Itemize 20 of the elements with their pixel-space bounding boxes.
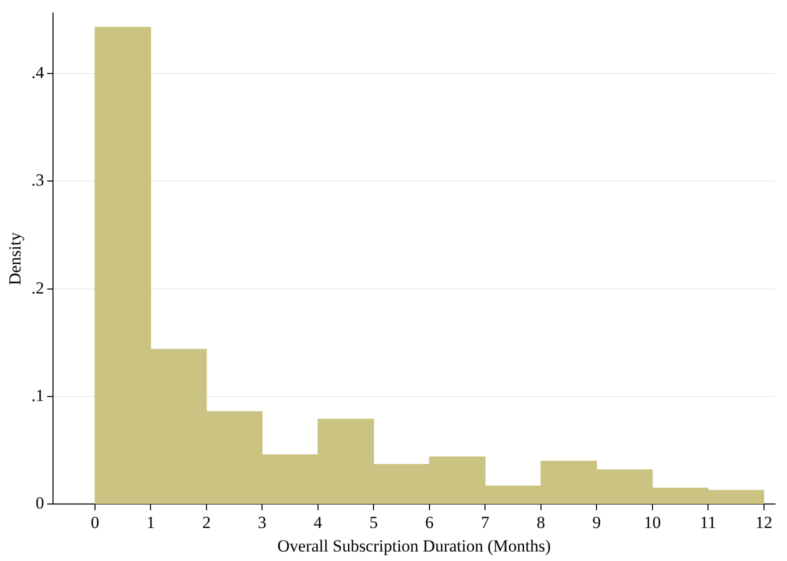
x-axis-title: Overall Subscription Duration (Months) [277, 536, 551, 556]
y-axis-title: Density [6, 232, 25, 286]
x-tick-label: 5 [369, 512, 378, 532]
x-tick-label: 10 [644, 512, 661, 532]
y-tick-label: .2 [31, 278, 44, 298]
x-tick-label: 7 [480, 512, 490, 532]
x-tick-label: 1 [146, 512, 155, 532]
x-tick-label: 3 [258, 512, 266, 532]
x-tick-label: 4 [314, 512, 323, 532]
y-tick-label: 0 [36, 494, 44, 513]
y-tick-label: .1 [31, 386, 44, 405]
y-tick-label: .4 [31, 62, 45, 82]
x-tick-label: 12 [755, 512, 772, 532]
x-tick-label: 9 [592, 512, 601, 532]
x-tick-label: 0 [90, 512, 100, 532]
x-tick-label: 6 [425, 512, 434, 532]
x-tick-label: 11 [700, 512, 716, 532]
x-tick-label: 8 [536, 512, 546, 532]
y-tick-label: .3 [31, 170, 44, 190]
x-tick-label: 2 [202, 512, 211, 532]
